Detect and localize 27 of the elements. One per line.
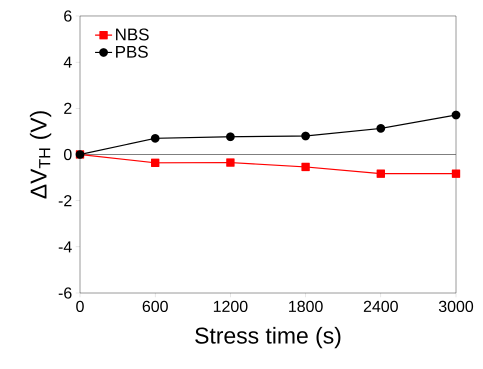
y-tick-label: 4 <box>64 56 72 68</box>
legend-label: NBS <box>116 28 149 40</box>
x-tick-label: 0 <box>76 300 84 312</box>
x-axis-title: Stress time (s) <box>195 326 340 348</box>
point <box>226 132 235 142</box>
point <box>301 162 310 172</box>
x-tick-label: 1800 <box>289 300 323 312</box>
legend-label: PBS <box>116 46 148 58</box>
y-axis-title: ΔV$_{TH}$ (V) <box>30 111 52 198</box>
x-tick-label: 600 <box>142 300 168 312</box>
y-tick-label: 0 <box>64 148 72 160</box>
point <box>452 110 460 120</box>
y-tick-label: 6 <box>64 10 72 22</box>
point <box>376 124 386 133</box>
y-tick-label: -4 <box>58 241 72 252</box>
point <box>226 158 235 167</box>
point <box>376 169 385 178</box>
point <box>452 169 460 178</box>
x-tick-label: 3000 <box>438 300 474 312</box>
y-tick-label: -6 <box>58 287 72 299</box>
point <box>150 134 160 143</box>
x-tick-label: 2400 <box>364 300 398 312</box>
y-tick-label: -2 <box>58 195 72 206</box>
y-tick-label: 2 <box>64 102 72 114</box>
point <box>301 132 310 140</box>
point <box>151 158 160 167</box>
x-tick-label: 1200 <box>214 300 248 312</box>
